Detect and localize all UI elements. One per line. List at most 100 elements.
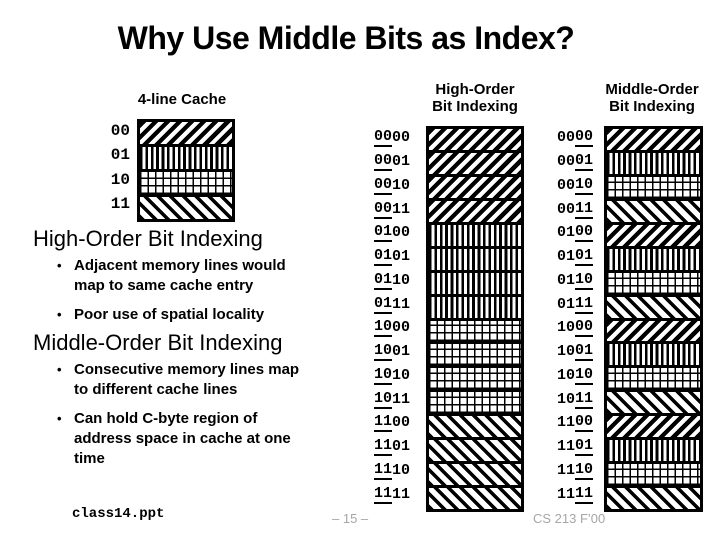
bit-group-high: 00 [373,128,392,148]
pattern-row-0011 [607,200,700,225]
pattern-row-1101 [607,440,700,465]
bit-group-high: 1 [110,194,121,213]
bit-group-low: 1 [120,194,130,213]
pattern-row-1001 [429,344,521,369]
heading-middle-order-bit-indexing: Middle-Order Bit Indexing [33,330,283,355]
pattern-row-0010 [429,176,521,201]
pattern-row-0101 [429,248,521,273]
bullet-text: Poor use of spatial locality [74,306,265,323]
pattern-row-0100 [429,224,521,249]
bit-label: 01 10 [362,269,410,293]
bit-label: 00 00 [362,126,410,150]
bit-group-low: 10 [574,270,593,290]
bullet-item: • Adjacent memory lines would map to sam… [57,256,352,296]
bit-label: 11 01 [362,435,410,459]
bit-label: 00 00 [545,126,593,150]
bit-group-high: 00 [556,153,575,171]
bit-group-low: 11 [574,294,593,314]
pattern-row-0111 [607,296,700,321]
bit-label: 01 11 [545,292,593,316]
bit-group-high: 1 [110,170,121,189]
high-order-address-labels: 00 00 00 01 00 10 00 11 01 00 01 01 01 10 01 11 10 00 10 01… [362,126,410,506]
bit-group-high: 00 [556,200,575,218]
heading-high-order-bit-indexing: High-Order Bit Indexing [33,226,263,251]
bit-group-high: 10 [373,389,392,409]
bit-group-low: 00 [391,129,410,147]
cache-box-diagram [137,119,235,222]
bit-label: 10 11 [362,387,410,411]
bit-group-high: 11 [556,438,575,456]
bit-group-low: 01 [391,153,410,171]
bit-group-low: 01 [391,248,410,266]
bit-group-high: 00 [556,129,575,147]
bit-label: 00 01 [362,150,410,174]
bullet-text: Consecutive memory lines map to differen… [74,361,300,398]
pattern-row-1110 [607,464,700,489]
bit-group-low: 01 [391,343,410,361]
bit-group-low: 00 [574,223,593,243]
pattern-row-0110 [429,272,521,297]
pattern-row-0011 [429,200,521,225]
bit-group-low: 10 [574,365,593,385]
middle-order-bullet-list: • Consecutive memory lines map to differ… [57,360,352,478]
bit-group-low: 0 [120,170,130,189]
bullet-icon: • [57,411,62,426]
pattern-row-0001 [607,152,700,177]
bit-group-high: 10 [373,365,392,385]
footer-page-number: – 15 – [332,511,369,526]
pattern-row-1111 [607,488,700,509]
bit-group-low: 01 [574,342,593,362]
bit-group-high: 00 [373,199,392,219]
bit-group-low: 01 [574,247,593,267]
pattern-row-1000 [429,320,521,345]
bit-label: 01 00 [362,221,410,245]
pattern-row-0010 [607,176,700,201]
bit-label: 00 11 [362,197,410,221]
bit-group-low: 10 [391,271,410,289]
bit-label: 10 00 [545,316,593,340]
pattern-row-1100 [607,416,700,441]
bit-group-low: 11 [391,200,410,218]
bit-group-high: 01 [556,248,575,266]
pattern-row-0100 [607,224,700,249]
bit-group-low: 00 [391,319,410,337]
bit-group-high: 01 [556,295,575,313]
bit-group-low: 11 [574,484,593,504]
bit-label: 11 10 [362,459,410,483]
bit-group-low: 11 [391,390,410,408]
bit-group-low: 00 [391,224,410,242]
bit-label: 00 01 [545,150,593,174]
bit-label: 10 10 [545,364,593,388]
bit-label: 11 00 [362,411,410,435]
pattern-row-10 [140,172,232,197]
bit-group-low: 00 [574,128,593,148]
bit-label: 00 10 [362,174,410,198]
pattern-row-1000 [607,320,700,345]
bullet-item: • Consecutive memory lines map to differ… [57,360,352,400]
bit-label: 11 01 [545,435,593,459]
bit-group-low: 11 [391,485,410,503]
pattern-row-1011 [429,392,521,417]
pattern-row-1100 [429,416,521,441]
high-order-memory-diagram [426,126,524,512]
pattern-row-0000 [429,129,521,153]
pattern-row-00 [140,122,232,147]
bit-group-low: 11 [391,295,410,313]
bit-label: 01 00 [545,221,593,245]
bullet-text: Can hold C-byte region of address space … [74,410,291,467]
bit-group-high: 00 [373,175,392,195]
pattern-row-1010 [429,368,521,393]
pattern-row-1101 [429,440,521,465]
bit-group-high: 11 [556,414,575,432]
bullet-icon: • [57,258,62,273]
bit-group-low: 11 [574,389,593,409]
bit-group-high: 10 [556,366,575,384]
footer-course-label: CS 213 F’00 [533,511,606,526]
pattern-row-1001 [607,344,700,369]
pattern-row-1110 [429,464,521,489]
